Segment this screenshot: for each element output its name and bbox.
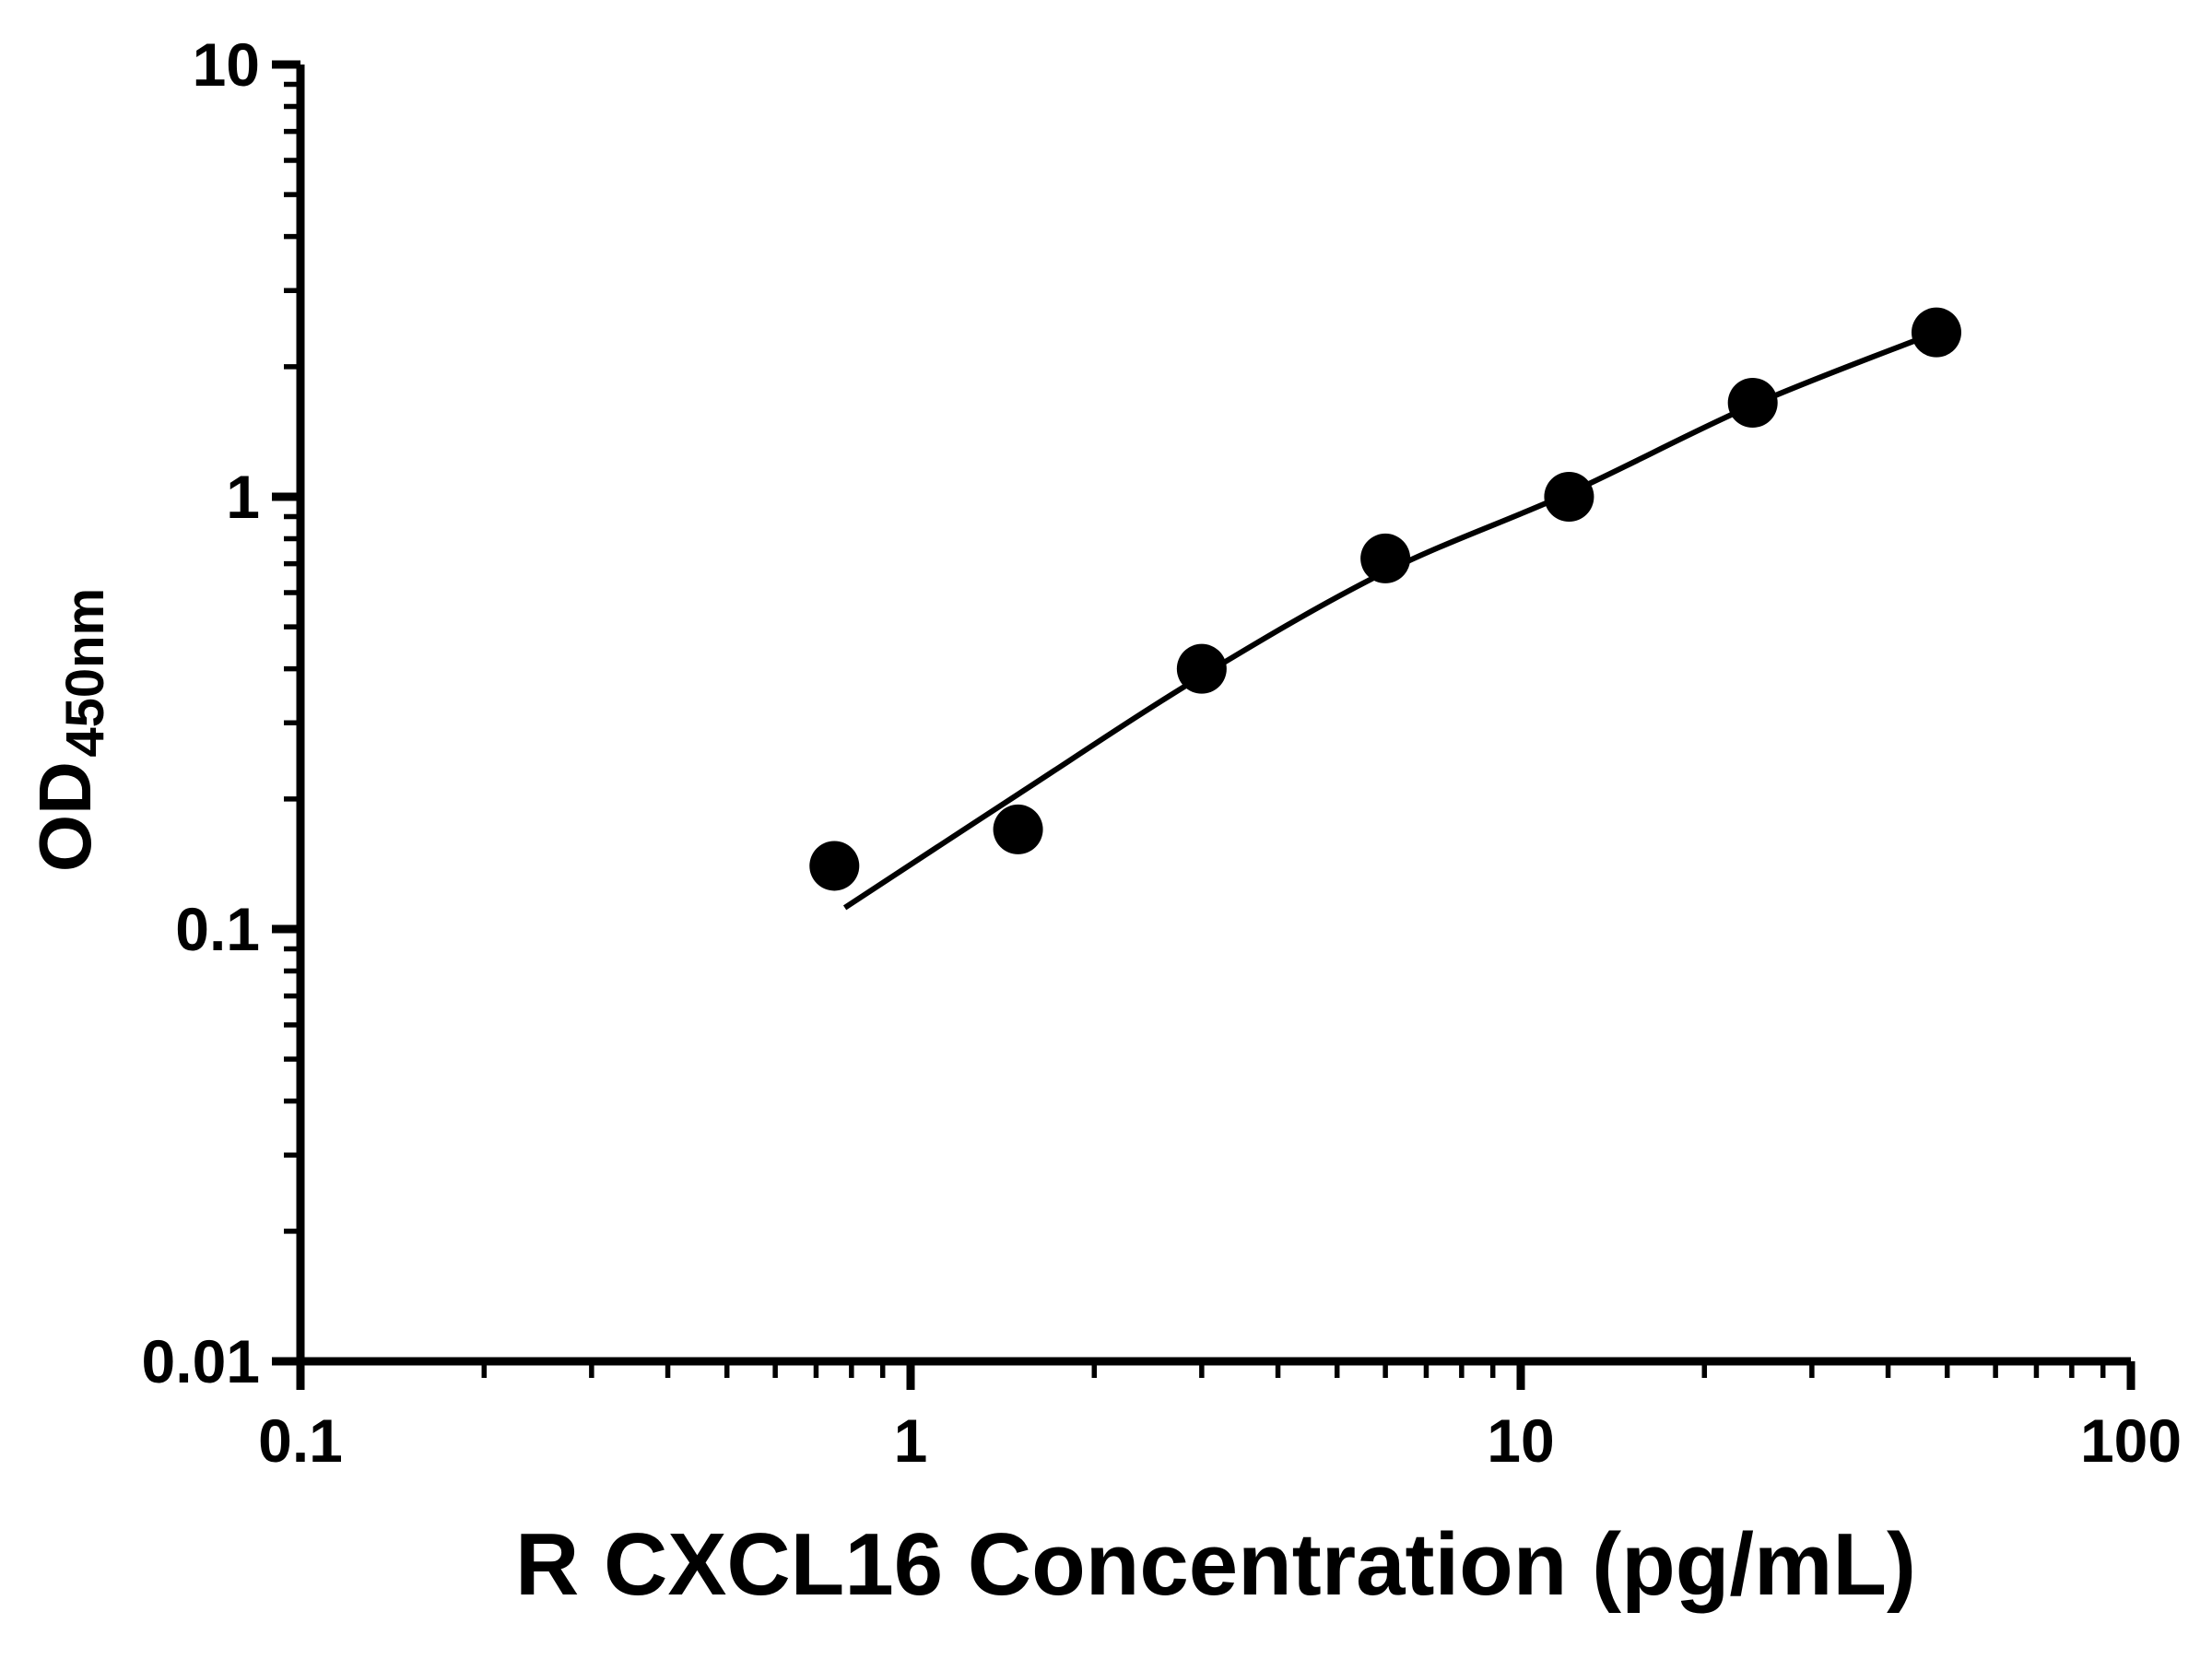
y-axis-title-sub: 450nm [55, 588, 115, 758]
x-tick-label: 1 [894, 1406, 928, 1475]
x-tick-label: 100 [2080, 1406, 2182, 1475]
data-points [809, 307, 1961, 891]
data-point [1360, 533, 1411, 583]
axis-ticks [272, 60, 2136, 1390]
y-tick-label: 1 [226, 463, 260, 531]
y-axis-title-main: OD [24, 761, 106, 872]
data-point [1544, 472, 1594, 522]
axes [296, 65, 2131, 1366]
x-tick-label: 0.1 [258, 1406, 343, 1475]
data-point [1727, 378, 1778, 429]
x-tick-label: 10 [1487, 1406, 1554, 1475]
data-point [1911, 307, 1961, 358]
data-point [1176, 643, 1227, 694]
y-axis-title: OD 450nm [24, 588, 115, 872]
data-point [809, 841, 860, 891]
axis-tick-labels: 0.1 1 10 100 0.01 0.1 1 10 [142, 30, 2183, 1475]
y-tick-label: 0.1 [175, 895, 260, 963]
x-axis-title: R CXCL16 Concentration (pg/mL) [515, 1515, 1916, 1614]
y-tick-label: 0.01 [142, 1327, 260, 1395]
data-point [993, 804, 1043, 854]
y-tick-label: 10 [193, 30, 260, 99]
